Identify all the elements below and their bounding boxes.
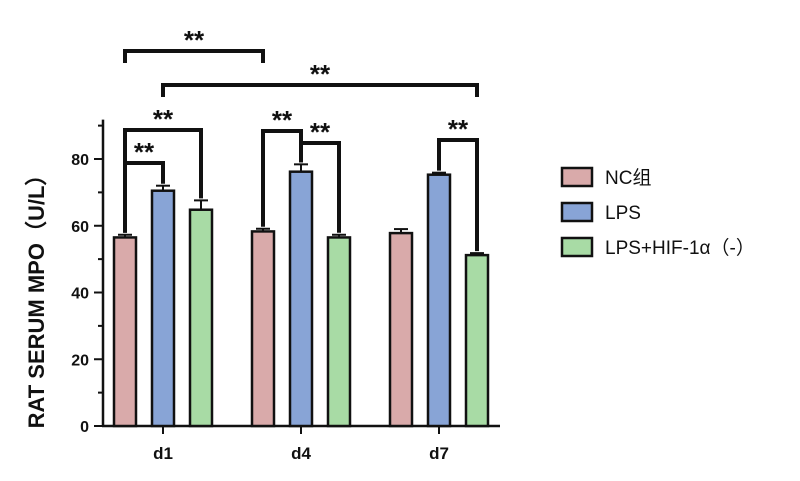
bracket-line — [123, 49, 265, 63]
legend: NC组 LPS LPS+HIF-1α（-） — [560, 166, 755, 259]
significance-bracket: ** — [299, 117, 341, 233]
significance-bracket: ** — [161, 59, 479, 97]
significance-label: ** — [153, 104, 174, 134]
y-tick-label: 60 — [71, 219, 89, 236]
y-tick-label: 0 — [80, 419, 89, 436]
legend-item: LPS+HIF-1α（-） — [560, 236, 755, 259]
legend-item: NC组 — [560, 166, 651, 189]
x-tick-label: d7 — [429, 444, 449, 463]
significance-label: ** — [448, 114, 469, 144]
significance-label: ** — [134, 137, 155, 167]
bracket-line — [299, 141, 341, 233]
bar — [150, 189, 176, 428]
significance-label: ** — [184, 25, 205, 55]
bracket-line — [123, 128, 203, 233]
bar — [188, 208, 214, 428]
legend-swatch — [560, 166, 594, 188]
x-tick-label: d4 — [291, 444, 311, 463]
bar — [326, 236, 352, 428]
significance-label: ** — [310, 59, 331, 89]
bar — [388, 231, 414, 428]
bars — [112, 163, 490, 428]
legend-item: LPS — [560, 201, 641, 224]
legend-label: LPS — [605, 203, 641, 224]
significance-bracket: ** — [123, 25, 265, 63]
legend-swatch — [560, 236, 594, 258]
y-axis-label: RAT SERUM MPO（U/L） — [24, 164, 49, 429]
x-tick-label: d1 — [153, 444, 173, 463]
significance-bracket: ** — [437, 114, 479, 252]
bar — [250, 230, 276, 428]
legend-label: NC组 — [605, 167, 651, 189]
bar — [464, 253, 490, 428]
bar — [112, 236, 138, 428]
legend-swatch — [560, 201, 594, 223]
legend-label: LPS+HIF-1α（-） — [605, 237, 755, 259]
y-tick-label: 80 — [71, 152, 89, 169]
bracket-line — [437, 138, 479, 252]
y-tick-label: 40 — [71, 286, 89, 303]
significance-label: ** — [272, 105, 293, 135]
bar — [426, 173, 452, 428]
significance-label: ** — [310, 117, 331, 147]
significance-bracket: ** — [123, 104, 203, 233]
bar — [288, 170, 314, 428]
y-tick-label: 20 — [71, 352, 89, 369]
significance-brackets: **** ** ** ****** — [123, 25, 479, 252]
bracket-line — [161, 83, 479, 97]
